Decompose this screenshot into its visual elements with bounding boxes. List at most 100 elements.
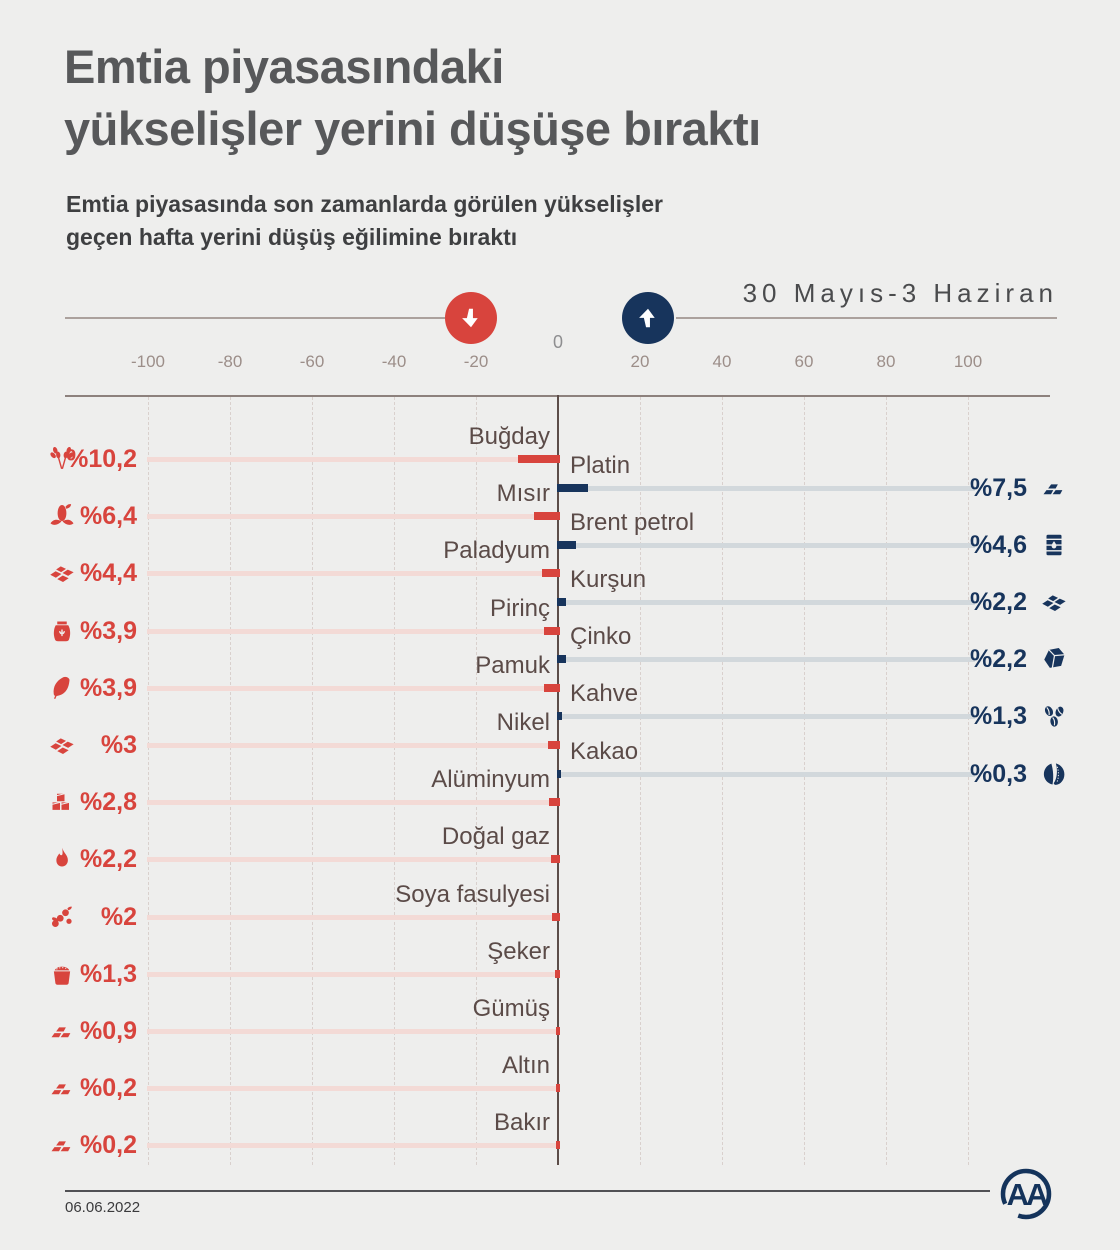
bar-track [147,743,559,748]
value-label: %4,4 [80,559,137,588]
value-label: %0,2 [80,1131,137,1160]
row-label: Şeker [487,937,550,965]
bar-value-segment [556,1027,560,1035]
bar-track [147,457,559,462]
axis-tick-label: 40 [712,352,732,371]
bar-track [147,857,559,863]
row-label: Mısır [496,480,550,508]
value-label: %1,3 [970,702,1027,731]
zinc-ore-icon [1036,644,1072,674]
value-label: %2,8 [80,788,137,817]
value-label: %2,2 [970,645,1027,674]
bar-value-segment [557,655,567,664]
gold-bars-icon [44,1073,80,1103]
title-line-2: yükselişler yerini düşüşe bıraktı [64,102,761,155]
bar-track [558,542,975,548]
page-subtitle: Emtia piyasasında son zamanlarda görülen… [66,188,663,254]
bar-track [558,714,975,720]
value-label: %2,2 [80,845,137,874]
axis-zero-label: 0 [552,332,564,352]
bar-value-segment [556,1141,560,1150]
row-label: Bakır [493,1109,550,1137]
bar-value-segment [557,712,563,721]
axis-tick-label: 100 [953,352,983,371]
aluminum-cubes-icon [44,787,80,817]
gridline [393,397,395,1165]
title-line-1: Emtia piyasasındaki [64,40,504,93]
row-label: Buğday [468,423,550,450]
value-label: %10,2 [66,445,137,473]
row-label: Brent petrol [570,508,695,536]
row-label: Pamuk [475,651,550,679]
legend-rule-right [676,317,1057,319]
bar-track [147,685,559,691]
sugar-sack-icon [44,959,80,989]
wheat-icon [44,444,80,474]
up-arrow-icon [639,308,655,328]
row-label: Soya fasulyesi [395,880,550,908]
row-label: Altın [501,1052,550,1080]
row-label: Doğal gaz [441,823,550,851]
gridline [311,397,313,1165]
bar-value-segment [533,512,560,521]
lead-nuggets-icon [1036,587,1072,617]
row-label: Pirinç [489,594,550,622]
value-label: %2 [100,902,137,931]
value-label: %0,3 [970,759,1027,788]
subtitle-line-1: Emtia piyasasında son zamanlarda görülen… [66,191,663,217]
legend-rule-left [65,317,445,319]
down-arrow-icon [462,308,478,328]
row-label: Kakao [570,737,639,765]
value-label: %2,2 [970,588,1027,616]
bar-value-segment [544,626,560,635]
anadolu-agency-logo: AA [1000,1168,1052,1220]
gridline [147,397,149,1165]
axis-tick-label: -100 [130,352,166,371]
value-label: %3,9 [80,673,137,702]
bar-value-segment [541,569,560,578]
gridline [803,397,805,1165]
axis-tick-label: -40 [381,352,407,371]
footer-rule [65,1190,990,1192]
gridline [967,397,969,1165]
value-label: %0,2 [80,1074,137,1103]
coffee-beans-icon [1036,701,1072,731]
bar-value-segment [557,540,576,549]
value-label: %0,9 [80,1017,137,1045]
gridline [721,397,723,1165]
value-label: %1,3 [80,959,137,988]
period-label: 30 Mayıs-3 Haziran [742,278,1058,308]
palladium-nuggets-icon [44,558,80,588]
bar-track [147,1086,559,1092]
axis-zero-line [557,395,559,1165]
axis-tick-label: -80 [217,352,243,371]
bar-track [147,514,559,520]
bar-value-segment [551,912,560,921]
bar-value-segment [548,798,560,807]
soybean-icon [44,902,80,932]
row-label: Nikel [496,709,550,736]
bar-track [147,971,559,977]
oil-barrel-icon [1036,530,1072,560]
platinum-ingots-icon [1036,473,1072,503]
bar-track [147,1143,559,1149]
decrease-badge [445,292,497,344]
row-label: Kurşun [570,566,647,593]
bar-track [147,628,559,634]
nickel-nuggets-icon [44,730,80,760]
bar-track [147,571,559,577]
bar-track [147,914,559,920]
copper-bars-icon [44,1130,80,1160]
gridline [475,397,477,1165]
gridline [229,397,231,1165]
bar-value-segment [547,741,560,749]
row-label: Kahve [570,680,639,708]
row-label: Çinko [570,623,632,651]
cotton-leaf-icon [44,673,80,703]
silver-ingots-icon [44,1016,80,1046]
cocoa-pod-icon [1036,759,1072,789]
value-label: %4,6 [970,530,1027,559]
value-label: %6,4 [80,502,137,531]
gridline [885,397,887,1165]
row-label: Gümüş [472,995,550,1022]
